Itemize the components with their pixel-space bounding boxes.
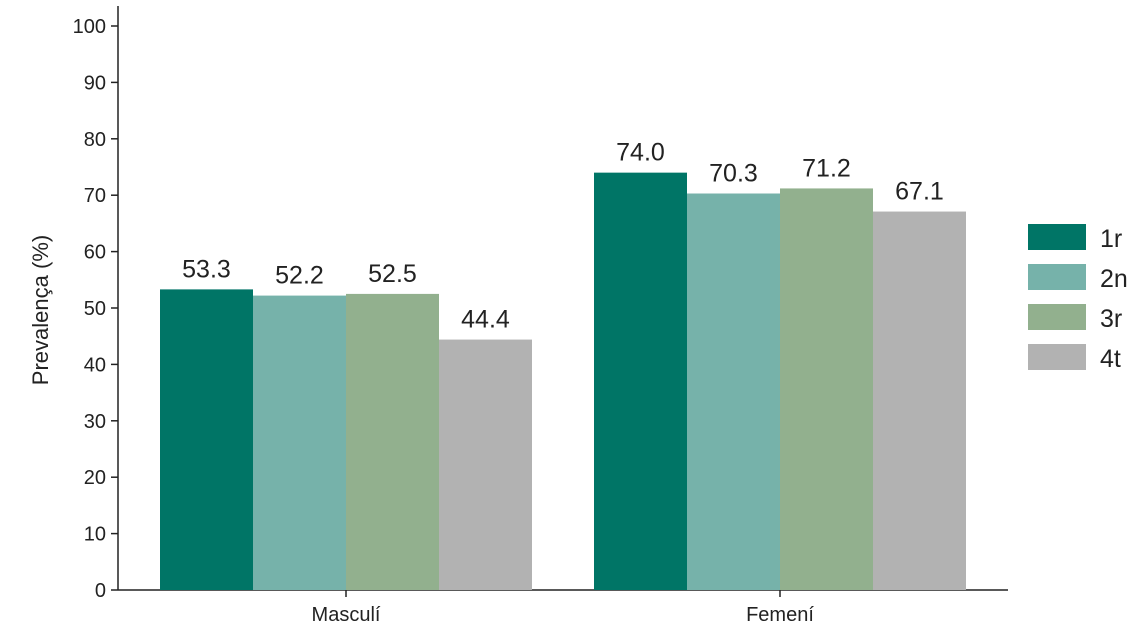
y-tick-label: 70 <box>84 185 106 207</box>
y-tick-label: 40 <box>84 354 106 376</box>
legend-label-4t: 4t <box>1100 345 1121 373</box>
bar-1r-Femení <box>594 172 687 590</box>
y-tick-label: 30 <box>84 411 106 433</box>
legend-label-1r: 1r <box>1100 225 1122 253</box>
data-label: 44.4 <box>461 306 510 334</box>
bar-3r-Femení <box>780 188 873 590</box>
legend-swatch-2n <box>1028 264 1086 290</box>
bar-4t-Femení <box>873 211 966 590</box>
y-tick-label: 80 <box>84 129 106 151</box>
bar-1r-Masculí <box>160 289 253 590</box>
y-axis-title: Prevalença (%) <box>28 235 53 385</box>
y-tick-label: 100 <box>73 16 106 38</box>
bar-2n-Masculí <box>253 295 346 590</box>
bar-4t-Masculí <box>439 339 532 590</box>
data-label: 53.3 <box>182 255 231 283</box>
legend-swatch-1r <box>1028 224 1086 250</box>
legend-swatch-4t <box>1028 344 1086 370</box>
data-label: 52.2 <box>275 262 324 290</box>
data-label: 71.2 <box>802 154 851 182</box>
data-label: 70.3 <box>709 160 758 188</box>
data-label: 52.5 <box>368 260 417 288</box>
x-category-label: Femení <box>746 604 814 625</box>
legend: 1r 2n 3r 4t <box>1028 224 1128 373</box>
y-tick-label: 20 <box>84 467 106 489</box>
x-category-label: Masculí <box>312 604 381 625</box>
y-tick-label: 0 <box>95 580 106 602</box>
y-tick-label: 50 <box>84 298 106 320</box>
legend-swatch-3r <box>1028 304 1086 330</box>
legend-label-3r: 3r <box>1100 305 1122 333</box>
bar-3r-Masculí <box>346 293 439 590</box>
y-tick-label: 60 <box>84 242 106 264</box>
legend-label-2n: 2n <box>1100 265 1128 293</box>
data-label: 67.1 <box>895 178 944 206</box>
plot-area: 0 10 20 30 40 50 60 70 80 90 100 53.3 52.2 52.5 44.4 Ma… <box>73 6 1008 625</box>
bar-2n-Femení <box>687 193 780 590</box>
data-label: 74.0 <box>616 139 665 167</box>
y-tick-label: 90 <box>84 72 106 94</box>
y-tick-label: 10 <box>84 524 106 546</box>
